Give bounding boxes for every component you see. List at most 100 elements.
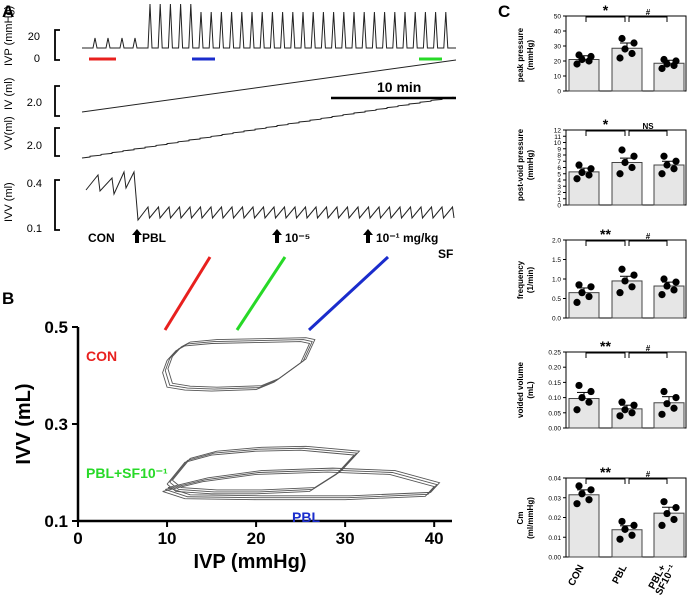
significance-label: ** xyxy=(600,464,611,480)
data-point xyxy=(573,60,581,68)
significance-label: * xyxy=(603,116,609,132)
data-point xyxy=(618,265,626,273)
data-point xyxy=(621,45,629,53)
vv-trace xyxy=(81,96,454,159)
y-tick-label: 0.0 xyxy=(552,316,561,323)
data-point xyxy=(587,165,595,173)
data-point xyxy=(575,482,583,490)
data-point xyxy=(578,394,586,402)
data-point xyxy=(658,170,666,178)
y-tick-label: 0.15 xyxy=(548,380,561,387)
pv-loop-pbl xyxy=(167,467,441,497)
blue-guide-line xyxy=(307,255,390,332)
y-tick-label: 1.5 xyxy=(552,257,561,264)
y-axis-label: frequency(1/min) xyxy=(516,260,535,299)
con-marker: CON xyxy=(88,231,115,245)
red-guide-line xyxy=(163,256,212,331)
y-axis-label: Cm(ml/mmHg) xyxy=(516,497,535,539)
y-tick-label: 0.03 xyxy=(548,495,561,502)
data-point xyxy=(573,500,581,508)
panel-label-b: B xyxy=(2,289,15,308)
significance-label: # xyxy=(646,8,651,17)
data-point xyxy=(672,278,680,286)
data-point xyxy=(630,521,638,530)
scale-brackets xyxy=(54,29,60,231)
bar-chart-Cm: 0.00 0.01 0.02 0.03 0.04 Cm(ml/mmHg) ** # xyxy=(516,464,687,562)
data-point xyxy=(616,54,624,62)
data-point xyxy=(658,291,666,299)
data-point xyxy=(630,271,638,279)
ivv-label: IVV (ml) xyxy=(3,182,15,222)
data-point xyxy=(672,394,680,402)
y-tick-label: 20 xyxy=(554,59,562,66)
significance-bracket xyxy=(585,130,626,136)
significance-label: # xyxy=(646,232,651,241)
data-point xyxy=(663,509,671,518)
y-tick-label: 7 xyxy=(557,159,561,166)
y-axis-label: post-void pressure(mmHg) xyxy=(516,128,535,201)
pv-x-tick-label: 40 xyxy=(425,529,444,548)
ivv-tick-01: 0.1 xyxy=(27,223,42,235)
pv-annotation: PBL xyxy=(292,509,320,525)
up-arrow-icon xyxy=(132,229,142,243)
y-tick-label: 2.0 xyxy=(552,238,561,245)
data-point xyxy=(616,170,624,178)
y-tick-label: 1.0 xyxy=(552,277,561,284)
data-point xyxy=(587,486,595,494)
y-tick-label: 0.02 xyxy=(548,515,561,522)
data-point xyxy=(672,57,680,65)
trace-ticks: 20 0 2.0 2.0 0.4 0.1 xyxy=(27,31,42,235)
significance-label: # xyxy=(646,344,651,353)
data-point xyxy=(660,387,668,396)
up-arrow-icon xyxy=(272,229,282,243)
bar xyxy=(611,529,643,558)
trace-labels: IVP (mmHg) IV (ml) VV(ml) IVV (ml) xyxy=(3,6,15,222)
data-point xyxy=(630,401,638,409)
data-point xyxy=(670,404,678,412)
pv-loop-pbl xyxy=(166,449,355,495)
y-tick-label: 2 xyxy=(557,190,561,197)
y-tick-label: 0.10 xyxy=(548,395,561,402)
ivp-label: IVP (mmHg) xyxy=(3,6,15,66)
data-point xyxy=(575,381,583,390)
data-point xyxy=(578,490,586,498)
data-point xyxy=(660,498,668,506)
data-point xyxy=(630,152,638,160)
ivv-trace xyxy=(85,170,455,222)
data-point xyxy=(616,412,624,420)
data-point xyxy=(663,400,671,408)
significance-label: NS xyxy=(642,122,654,131)
ivp-tick-0: 0 xyxy=(34,53,40,65)
y-tick-label: 3 xyxy=(557,184,561,191)
data-point xyxy=(658,64,666,73)
significance-bracket xyxy=(585,16,626,22)
sf1-marker: 10⁻⁵ xyxy=(285,231,310,245)
pv-plot: 0 10 20 30 40 0.1 0.3 0.5 IVV (mL) IVP (mmHg) CON P… xyxy=(13,318,452,573)
significance-bracket xyxy=(628,478,668,484)
data-point xyxy=(585,398,593,406)
data-point xyxy=(621,406,629,414)
significance-label: * xyxy=(603,2,609,18)
bar-chart-voided-volume: 0.00 0.05 0.10 0.15 0.20 0.25 voided volume(mL… xyxy=(516,338,687,433)
data-point xyxy=(628,409,636,417)
pv-x-label: IVP (mmHg) xyxy=(194,551,307,573)
y-tick-label: 0.04 xyxy=(548,476,561,483)
y-tick-label: 40 xyxy=(554,29,562,36)
data-point xyxy=(585,171,593,179)
bar xyxy=(653,285,685,319)
data-point xyxy=(573,298,581,306)
data-point xyxy=(587,283,595,291)
y-tick-label: 0.25 xyxy=(548,350,561,357)
data-point xyxy=(660,55,668,64)
pv-x-tick-label: 30 xyxy=(336,529,355,548)
data-point xyxy=(618,398,626,406)
significance-bracket xyxy=(628,16,668,22)
bar-chart-peak-pressure: 0 10 20 30 40 50 peak pressure(mmHg) * # xyxy=(516,2,687,96)
y-tick-label: 4 xyxy=(557,178,561,185)
data-point xyxy=(575,51,583,59)
data-point xyxy=(660,275,668,283)
sf2-marker: 10⁻¹ mg/kg xyxy=(376,231,438,245)
pv-loop-pbl xyxy=(165,469,438,499)
